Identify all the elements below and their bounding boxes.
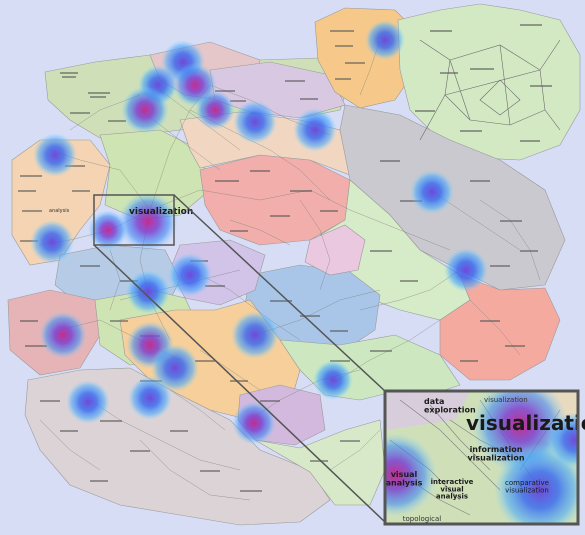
inset-label-topological: topological — [403, 515, 442, 523]
heat-spot — [39, 311, 87, 359]
heat-spot — [444, 248, 488, 292]
heat-spot — [232, 401, 276, 445]
zoom-connector-line — [93, 244, 387, 524]
heat-spot — [118, 192, 178, 252]
heat-spot — [168, 253, 212, 297]
heat-spot — [33, 133, 77, 177]
zoom-inset-border — [383, 389, 580, 526]
heat-spot — [30, 220, 74, 264]
heat-spot — [365, 20, 405, 60]
map-label-analysis: analysis — [49, 208, 70, 214]
region-middle-pink — [304, 224, 366, 276]
inset-label-visual-analysis: visual analysis — [386, 470, 423, 487]
heat-spot — [293, 108, 337, 152]
heat-spot — [313, 360, 353, 400]
heat-spot — [195, 90, 235, 130]
inset-label-information-visualization: information visualization — [467, 445, 524, 462]
inset-label-visualization-top: visualization — [484, 396, 528, 404]
heat-spot — [151, 344, 199, 392]
inset-label-comparative-visualization: comparative visualization — [505, 479, 549, 494]
inset-label-interactive-visual-analysis: interactive visual analysis — [431, 478, 474, 501]
region-right-salmon — [439, 274, 561, 381]
heat-spot — [121, 86, 169, 134]
heat-spot — [66, 380, 110, 424]
region-top-right-green — [397, 3, 581, 161]
region-left-green — [99, 129, 211, 221]
heat-spots — [30, 20, 488, 445]
top-right-graph-cluster — [419, 39, 561, 141]
zoom-selection-box — [93, 194, 175, 246]
heat-spot — [233, 100, 277, 144]
zoom-inset: data exploration visualization visualizat… — [383, 389, 585, 526]
map-label-visualization: visualization — [129, 207, 193, 217]
inset-label-visualization-big: visualizatio — [466, 411, 585, 435]
zoom-connector-line — [173, 194, 387, 393]
heat-spot — [231, 311, 279, 359]
heat-spot — [88, 210, 128, 250]
heat-spot — [128, 376, 172, 420]
heat-spot — [126, 270, 170, 314]
inset-label-data-exploration: data exploration — [424, 397, 476, 414]
heat-spot — [410, 170, 454, 214]
